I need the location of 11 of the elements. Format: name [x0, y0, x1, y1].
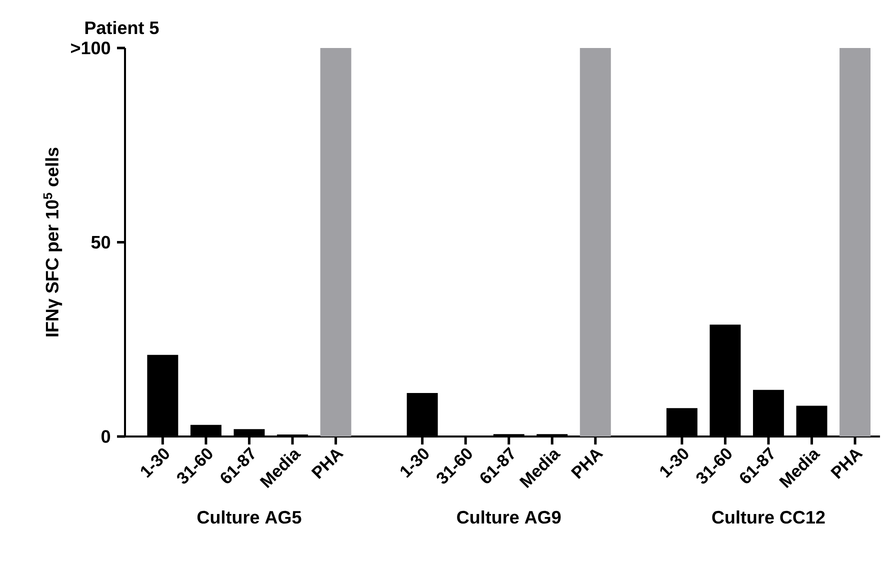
chart-title: Patient 5	[85, 20, 159, 34]
bar	[840, 48, 871, 436]
bar	[580, 48, 611, 436]
text: Culture AG9	[457, 510, 561, 524]
y-tick-label: >100	[71, 42, 110, 54]
y-tick-label: 50	[91, 236, 110, 249]
text: Culture AG5	[197, 510, 302, 524]
text: Culture CC12	[712, 510, 825, 524]
y-tick-label: 0	[102, 430, 110, 443]
y-axis-title: IFNγ SFC per 10$^{5}$ cells	[43, 148, 62, 336]
bar	[320, 48, 352, 436]
